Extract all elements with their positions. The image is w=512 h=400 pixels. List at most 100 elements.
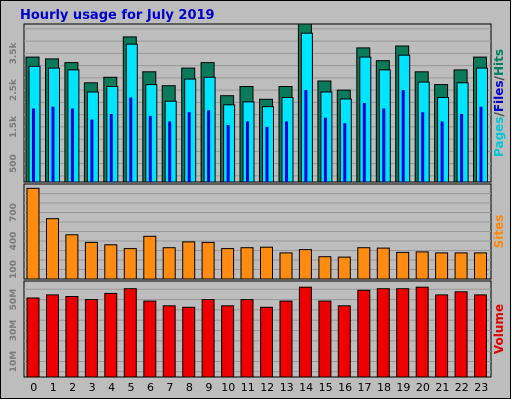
volume-y-tick-label: 50M (9, 289, 19, 311)
x-tick-label: 13 (280, 381, 294, 394)
volume-bar (65, 296, 79, 378)
chart-panels: 500 1.5k 2.5k 3.5k Pages/Files/Hits 100 400 700… (9, 23, 506, 378)
volume-bar (376, 288, 390, 378)
volume-panel: 10M 30M 50M Volume (9, 280, 506, 378)
volume-bar (143, 300, 157, 378)
volume-bar (396, 288, 410, 378)
pages-bar (440, 121, 444, 182)
sites-bar (46, 218, 59, 280)
x-tick-label: 14 (299, 381, 313, 394)
sites-bar (84, 241, 98, 280)
sites-panel: 100 400 700 Sites (9, 183, 506, 280)
volume-bar (279, 300, 293, 378)
x-tick-label: 20 (416, 381, 430, 394)
pages-bar (187, 112, 191, 182)
sites-bar (337, 256, 351, 280)
volume-bar (260, 306, 273, 378)
pages-bar (70, 108, 74, 182)
hits-y-tick-label: 500 (9, 154, 19, 173)
sites-bar (182, 241, 196, 280)
sites-bar (279, 252, 293, 280)
hits-y-tick-label: 3.5k (9, 41, 19, 64)
pages-bar (226, 125, 230, 182)
hits-panel: 500 1.5k 2.5k 3.5k Pages/Files/Hits (9, 23, 506, 183)
volume-bar (201, 299, 215, 378)
x-tick-label: 23 (474, 381, 488, 394)
x-tick-label: 5 (128, 381, 135, 394)
x-tick-label: 18 (377, 381, 391, 394)
chart-title: Hourly usage for July 2019 (20, 8, 215, 23)
pages-bar (129, 97, 133, 182)
sites-y-tick-label: 700 (9, 203, 19, 222)
sites-bar (65, 234, 79, 280)
volume-bar (240, 299, 254, 378)
hits-y-tick-label: 2.5k (9, 78, 19, 101)
pages-bar (401, 90, 405, 182)
sites-bar (376, 247, 390, 280)
volume-bar (298, 286, 312, 378)
hits-plot-area (23, 23, 492, 183)
pages-bar (168, 121, 172, 182)
volume-y-tick-label: 10M (9, 351, 19, 373)
sites-axis-label: Sites (492, 215, 506, 249)
x-tick-label: 15 (319, 381, 333, 394)
volume-bar (435, 294, 449, 378)
hits-y-tick-label: 1.5k (9, 115, 19, 138)
x-tick-label: 19 (396, 381, 410, 394)
pages-bar (32, 108, 35, 182)
sites-bar (454, 252, 468, 280)
sites-y-tick-label: 100 (9, 260, 19, 279)
sites-bar (221, 248, 235, 280)
pages-bar (90, 119, 94, 182)
pages-bar (421, 112, 425, 182)
pages-bar (265, 126, 269, 182)
volume-bar (415, 286, 429, 378)
pages-bar (362, 103, 366, 182)
sites-bar (26, 187, 40, 280)
x-tick-label: 17 (358, 381, 372, 394)
volume-bar (26, 297, 40, 378)
sites-y-tick-label: 400 (9, 232, 19, 251)
pages-bar (51, 106, 55, 182)
volume-bar (221, 305, 235, 378)
volume-bar (474, 294, 487, 378)
pages-bar (304, 90, 308, 182)
x-tick-label: 1 (50, 381, 57, 394)
volume-bar (337, 305, 351, 378)
sites-bar (162, 247, 176, 280)
volume-y-tick-label: 30M (9, 320, 19, 342)
pages-bar (343, 123, 347, 182)
volume-axis-label: Volume (492, 304, 506, 354)
x-tick-label: 6 (147, 381, 154, 394)
hits-axis-label: Pages/Files/Hits (492, 49, 506, 157)
x-tick-label: 16 (338, 381, 352, 394)
volume-bar (84, 299, 98, 378)
x-tick-label: 22 (455, 381, 469, 394)
volume-bar (123, 288, 137, 378)
sites-bar (435, 252, 449, 280)
sites-bar (260, 246, 273, 280)
pages-bar (323, 117, 327, 182)
pages-bar (207, 110, 211, 182)
pages-bar (148, 115, 152, 182)
sites-bar (143, 235, 157, 280)
volume-bar (182, 306, 196, 378)
pages-bar (460, 114, 464, 182)
volume-bar (454, 291, 468, 378)
sites-bar (123, 248, 137, 280)
x-tick-label: 7 (166, 381, 173, 394)
sites-bar (415, 251, 429, 280)
pages-bar (285, 121, 288, 182)
x-tick-label: 21 (435, 381, 449, 394)
x-tick-label: 0 (30, 381, 37, 394)
sites-bar (201, 241, 215, 280)
volume-bar (162, 305, 176, 378)
x-tick-label: 2 (69, 381, 76, 394)
volume-bar (357, 289, 371, 378)
sites-bar (396, 251, 410, 280)
volume-bar (104, 292, 118, 378)
volume-bar (46, 294, 59, 378)
sites-bar (318, 256, 332, 280)
sites-bar (298, 249, 312, 280)
